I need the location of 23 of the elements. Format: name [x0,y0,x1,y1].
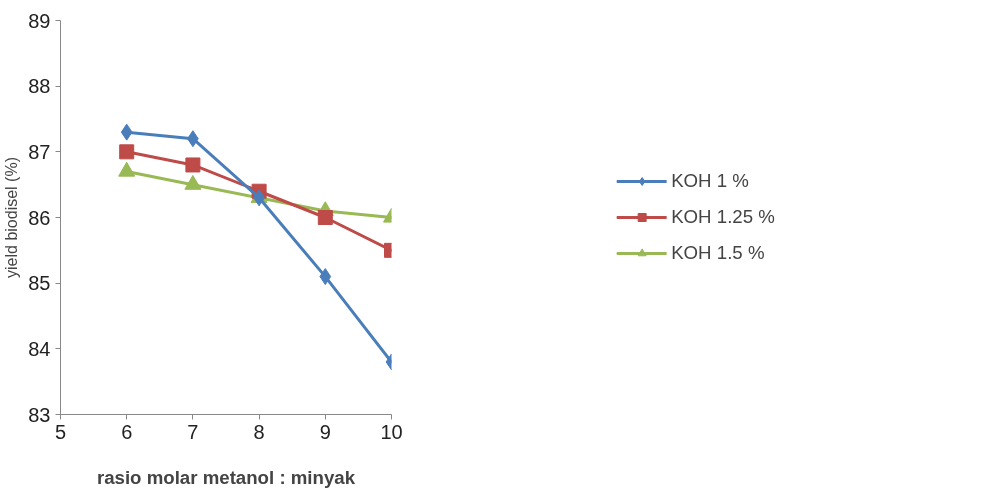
x-tick-label: 7 [187,420,199,443]
x-tick-label: 6 [121,420,133,443]
point [317,210,333,225]
y-tick-label: 88 [28,75,51,98]
y-tick-label: 89 [28,9,51,32]
legend-label: KOH 1.5 % [671,242,766,264]
x-tick-label: 5 [54,420,67,443]
y-tick-label: 85 [28,272,51,295]
x-axis-title: rasio molar metanol : minyak [96,466,356,488]
x-tick-label: 9 [319,420,331,443]
y-tick-label: 84 [28,337,51,360]
legend-label: KOH 1.25 % [671,206,775,228]
point [120,123,133,141]
x-tick-label: 10 [380,420,403,443]
point [185,157,201,173]
y-tick-label: 87 [28,140,51,163]
y-axis-title: yield biodisel (%) [3,157,21,278]
point [119,144,135,160]
y-tick-label: 83 [28,403,51,426]
legend-label: KOH 1 % [671,170,750,192]
y-tick-label: 86 [28,206,51,229]
point [319,268,332,286]
x-tick-label: 8 [253,420,265,443]
